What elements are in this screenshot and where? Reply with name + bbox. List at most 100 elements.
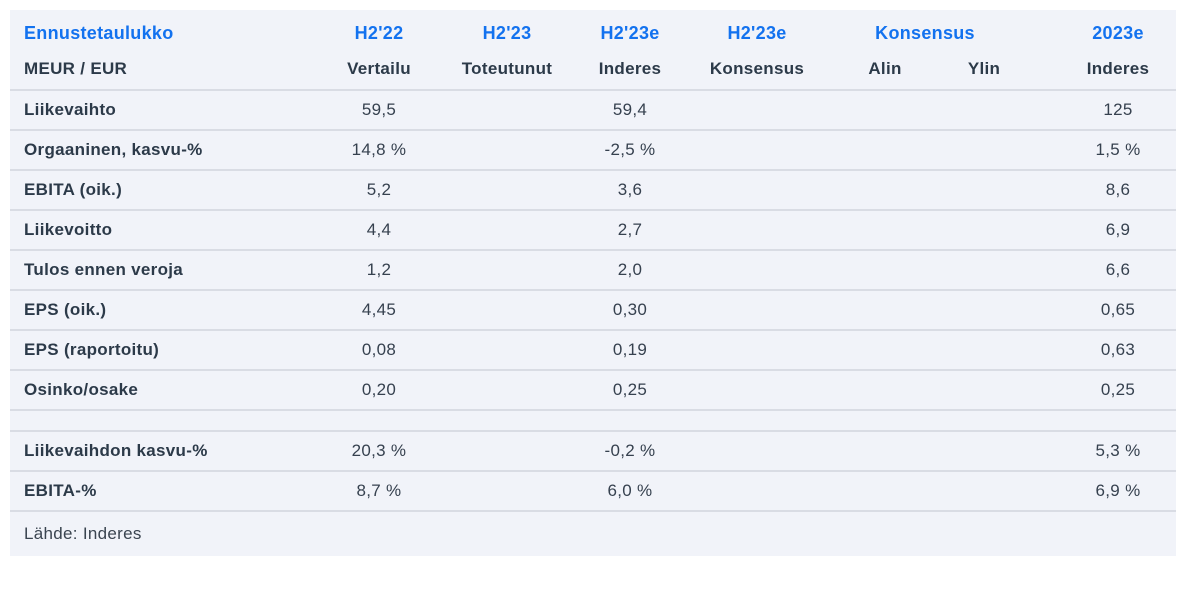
cell-value: -0,2 %: [572, 430, 688, 471]
cell-value: [944, 249, 1025, 290]
row-label: EBITA-%: [10, 470, 316, 511]
cell-value: [688, 470, 826, 511]
col-group-2023e: 2023e: [1092, 23, 1144, 43]
cell-value: [688, 409, 826, 431]
cell-value: [826, 249, 944, 290]
cell-value: [442, 329, 572, 370]
col-group-h2-23e-konsensus: H2'23e: [727, 23, 787, 43]
forecast-table-card: Ennustetaulukko H2'22 H2'23 H2'23e H2'23…: [10, 10, 1177, 556]
cell-value: [688, 209, 826, 250]
table-row: Liikevoitto 4,4 2,7 6,9: [10, 209, 1177, 250]
cell-value: 59,5: [316, 89, 442, 130]
cell-value: [688, 249, 826, 290]
row-label: EPS (oik.): [10, 289, 316, 330]
spacer-cell: [1024, 10, 1060, 52]
cell-value: [442, 129, 572, 170]
cell-value: [688, 369, 826, 410]
sub-header-inderes: Inderes: [598, 59, 662, 78]
table-row: EPS (oik.) 4,45 0,30 0,65: [10, 289, 1177, 330]
row-label: [10, 409, 316, 431]
cell-value: [944, 89, 1025, 130]
cell-value: [442, 289, 572, 330]
table-row: Liikevaihto 59,5 59,4 125: [10, 89, 1177, 130]
cell-value: 0,19: [572, 329, 688, 370]
col-group-konsensus: Konsensus: [875, 23, 975, 43]
sub-header-vertailu: Vertailu: [347, 59, 411, 78]
row-label: Liikevaihdon kasvu-%: [10, 430, 316, 471]
spacer-cell: [1024, 52, 1060, 90]
table-row: Orgaaninen, kasvu-% 14,8 % -2,5 % 1,5 %: [10, 129, 1177, 170]
cell-value: [826, 129, 944, 170]
cell-value: 6,6: [1060, 249, 1177, 290]
cell-value: 3,6: [572, 169, 688, 210]
spacer-cell: [1024, 169, 1061, 210]
source-note: Lähde: Inderes: [10, 510, 1177, 556]
source-row: Lähde: Inderes: [10, 510, 1177, 556]
cell-value: 5,3 %: [1060, 430, 1177, 471]
table-title: Ennustetaulukko: [24, 23, 174, 43]
cell-value: [442, 169, 572, 210]
cell-value: [688, 89, 826, 130]
cell-value: 0,30: [572, 289, 688, 330]
spacer-cell: [1024, 129, 1061, 170]
row-label: EPS (raportoitu): [10, 329, 316, 370]
cell-value: 0,65: [1060, 289, 1177, 330]
cell-value: [826, 409, 944, 431]
spacer-cell: [1024, 329, 1061, 370]
sub-header-alin: Alin: [868, 59, 902, 78]
cell-value: 20,3 %: [316, 430, 442, 471]
table-row: Tulos ennen veroja 1,2 2,0 6,6: [10, 249, 1177, 290]
cell-value: 6,9: [1060, 209, 1177, 250]
cell-value: [944, 430, 1025, 471]
forecast-table: Ennustetaulukko H2'22 H2'23 H2'23e H2'23…: [10, 10, 1177, 556]
cell-value: [944, 129, 1025, 170]
cell-value: 8,6: [1060, 169, 1177, 210]
cell-value: 125: [1060, 89, 1177, 130]
cell-value: [826, 169, 944, 210]
sub-header-inderes-2023: Inderes: [1086, 59, 1150, 78]
cell-value: [688, 329, 826, 370]
spacer-cell: [1024, 209, 1061, 250]
cell-value: [688, 289, 826, 330]
cell-value: [826, 209, 944, 250]
cell-value: 6,9 %: [1060, 470, 1177, 511]
col-group-h2-22: H2'22: [354, 23, 404, 43]
cell-value: [944, 329, 1025, 370]
cell-value: [826, 289, 944, 330]
cell-value: 0,20: [316, 369, 442, 410]
cell-value: 2,7: [572, 209, 688, 250]
col-group-h2-23: H2'23: [482, 23, 532, 43]
cell-value: 8,7 %: [316, 470, 442, 511]
cell-value: 59,4: [572, 89, 688, 130]
cell-value: [442, 369, 572, 410]
sub-header-konsensus: Konsensus: [709, 59, 805, 78]
spacer-cell: [1024, 89, 1061, 130]
cell-value: 1,5 %: [1060, 129, 1177, 170]
spacer-cell: [1024, 409, 1061, 431]
cell-value: 2,0: [572, 249, 688, 290]
table-row: EBITA (oik.) 5,2 3,6 8,6: [10, 169, 1177, 210]
spacer-row: [10, 409, 1177, 431]
cell-value: [944, 209, 1025, 250]
cell-value: 6,0 %: [572, 470, 688, 511]
spacer-cell: [1024, 430, 1061, 471]
cell-value: [442, 470, 572, 511]
cell-value: [944, 289, 1025, 330]
col-group-h2-23e-inderes: H2'23e: [600, 23, 660, 43]
cell-value: [826, 430, 944, 471]
cell-value: [442, 409, 572, 431]
cell-value: [826, 369, 944, 410]
table-row: EBITA-% 8,7 % 6,0 % 6,9 %: [10, 470, 1177, 511]
unit-label: MEUR / EUR: [24, 59, 128, 78]
spacer-cell: [1024, 369, 1061, 410]
cell-value: [688, 129, 826, 170]
spacer-cell: [1024, 470, 1061, 511]
row-label: Liikevoitto: [10, 209, 316, 250]
spacer-cell: [1024, 249, 1061, 290]
cell-value: 5,2: [316, 169, 442, 210]
table-row: EPS (raportoitu) 0,08 0,19 0,63: [10, 329, 1177, 370]
cell-value: 1,2: [316, 249, 442, 290]
cell-value: [944, 369, 1025, 410]
cell-value: [442, 89, 572, 130]
cell-value: [442, 430, 572, 471]
